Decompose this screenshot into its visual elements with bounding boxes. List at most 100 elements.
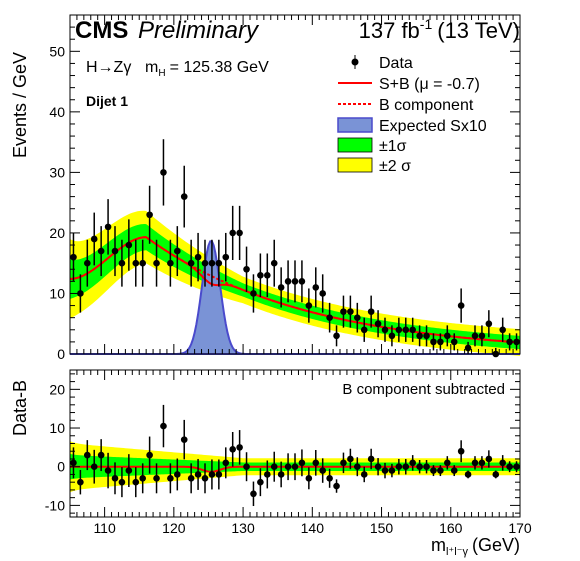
residual-marker [118, 478, 126, 486]
residual-point [333, 479, 340, 493]
residual-point [125, 454, 133, 487]
data-point-marker [374, 320, 382, 328]
residual-point [97, 439, 105, 472]
x-tick-label: 150 [370, 520, 394, 536]
data-point-marker [257, 272, 264, 279]
residual-point [326, 468, 333, 488]
data-point-marker [506, 338, 513, 346]
data-point [416, 325, 423, 347]
data-point [326, 302, 333, 333]
legend-1sigma-swatch [337, 137, 373, 153]
data-point [160, 139, 167, 206]
data-point [77, 274, 84, 313]
residual-marker [347, 455, 354, 463]
data-point [340, 295, 347, 328]
data-point-marker [194, 253, 202, 261]
residual-marker [409, 459, 416, 467]
legend-2sigma-swatch [337, 157, 373, 173]
residual-point [485, 450, 493, 468]
x-tick-label: 110 [93, 520, 116, 536]
lumi-prefix: 137 fb [359, 18, 420, 43]
residual-marker [402, 463, 410, 471]
data-point-marker [402, 326, 410, 334]
data-point-marker [464, 344, 472, 352]
residual-point [388, 463, 396, 478]
residual-point [222, 447, 230, 479]
data-point-marker [236, 229, 243, 237]
residual-data-points [70, 404, 520, 507]
residual-marker [326, 475, 333, 482]
data-point-marker [243, 265, 250, 273]
residual-marker [437, 467, 444, 474]
residual-marker [257, 478, 264, 486]
y-tick-label: 30 [49, 164, 65, 180]
residual-point [167, 463, 174, 494]
residual-point [201, 463, 209, 494]
legend-expected-label: Expected Sx10 [379, 118, 487, 135]
residual-marker [444, 459, 451, 467]
residual-marker [167, 475, 174, 482]
data-point-marker [450, 338, 458, 346]
residual-point [153, 463, 160, 494]
residual-point [367, 448, 375, 470]
y-tick-label: 20 [49, 225, 65, 241]
residual-point [402, 458, 410, 475]
x-axis-label-sub: l⁺l⁻γ [446, 546, 469, 558]
top-1sigma-band [70, 224, 520, 350]
residual-point [264, 460, 271, 489]
data-point [84, 239, 91, 287]
residual-point [277, 461, 285, 488]
data-point [194, 232, 202, 282]
residual-point [381, 462, 389, 479]
data-point [222, 232, 230, 282]
y-tick-label: 10 [49, 420, 65, 436]
residual-marker [284, 463, 292, 471]
data-point-marker [97, 247, 105, 255]
top-2sigma-band [70, 210, 520, 356]
residual-marker [125, 467, 133, 474]
residual-point [236, 430, 243, 465]
residual-point [132, 467, 140, 498]
residual-marker [450, 467, 458, 474]
data-point-marker [312, 284, 320, 291]
residual-marker [423, 463, 430, 471]
data-point-marker [180, 193, 188, 200]
residual-marker [374, 463, 382, 471]
data-point-marker [125, 241, 133, 249]
data-point [180, 165, 188, 228]
data-point-marker [319, 290, 326, 297]
residual-point [208, 459, 216, 490]
data-point [277, 267, 285, 308]
residual-marker [229, 446, 236, 453]
residual-point [423, 460, 430, 474]
x-axis-label-unit: (GeV) [472, 535, 520, 555]
data-point [236, 205, 243, 261]
residual-marker [146, 451, 153, 459]
data-point-marker [139, 259, 146, 267]
data-point [360, 317, 368, 342]
data-point [333, 325, 340, 347]
data-point [374, 310, 382, 338]
mass-label-value: = 125.38 GeV [170, 59, 270, 76]
data-point-marker [229, 229, 236, 237]
data-point-marker [215, 259, 223, 267]
data-point-marker [208, 259, 216, 267]
data-point-marker [201, 259, 209, 267]
top-axis-ticks: 0 10 20 30 40 50 [49, 14, 521, 362]
data-point-marker [471, 332, 479, 340]
data-point [298, 260, 306, 303]
data-point [229, 205, 236, 261]
residual-point [430, 465, 437, 477]
residual-marker [180, 436, 188, 443]
data-point [291, 260, 299, 303]
data-point-marker [118, 259, 126, 267]
data-point [270, 239, 278, 287]
residual-point [174, 458, 181, 491]
data-point-marker [388, 332, 396, 340]
data-point [444, 325, 451, 347]
residual-point [250, 481, 257, 507]
y-tick-label: 0 [57, 346, 65, 362]
residual-marker [104, 467, 112, 474]
y-tick-label: -10 [45, 497, 65, 513]
residual-point [111, 462, 119, 495]
